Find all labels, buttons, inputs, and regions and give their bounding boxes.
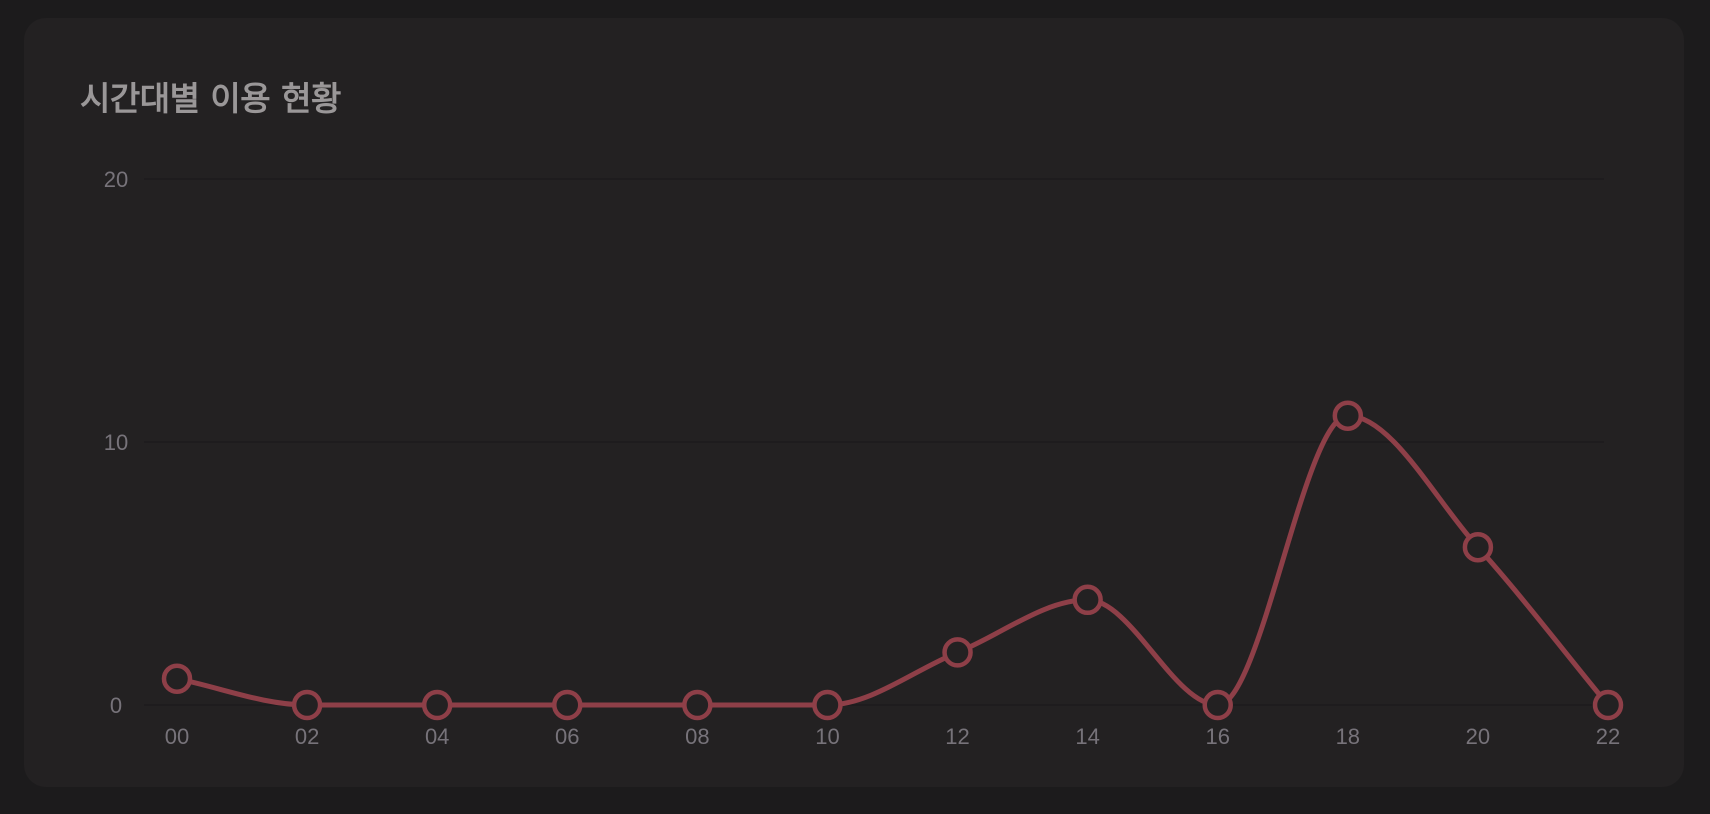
x-tick-label: 08 (685, 724, 709, 749)
series-line (174, 413, 1611, 708)
y-tick-label: 10 (104, 430, 128, 455)
x-tick-label: 04 (425, 724, 449, 749)
data-point (161, 663, 193, 694)
x-tick-label: 14 (1075, 724, 1099, 749)
data-point (812, 689, 843, 721)
data-point (291, 689, 323, 721)
y-tick-label: 20 (104, 167, 128, 192)
x-tick-label: 02 (295, 724, 319, 749)
usage-line-chart: 0 10 20 00 02 04 06 08 10 12 14 16 18 20 22 (104, 167, 1624, 749)
x-tick-label: 12 (945, 724, 969, 749)
x-tick-label: 18 (1336, 724, 1360, 749)
x-tick-label: 00 (165, 724, 189, 749)
x-tick-label: 10 (815, 724, 839, 749)
data-point (421, 689, 453, 721)
data-point (1072, 584, 1103, 616)
x-tick-label: 06 (555, 724, 579, 749)
data-point (1202, 689, 1233, 721)
x-tick-label: 20 (1466, 724, 1490, 749)
data-point (1332, 400, 1364, 431)
usage-by-hour-card: 시간대별 이용 현황 0 10 20 00 02 04 06 08 10 12 14 16 18 20 22 (24, 18, 1684, 787)
data-point (552, 689, 583, 721)
data-point (682, 689, 713, 721)
data-point (1462, 531, 1494, 563)
data-point (942, 637, 973, 668)
data-point (1592, 689, 1624, 721)
x-tick-label: 16 (1205, 724, 1229, 749)
card-title: 시간대별 이용 현황 (80, 79, 341, 118)
y-tick-label: 0 (110, 693, 122, 718)
x-tick-label: 22 (1596, 724, 1620, 749)
